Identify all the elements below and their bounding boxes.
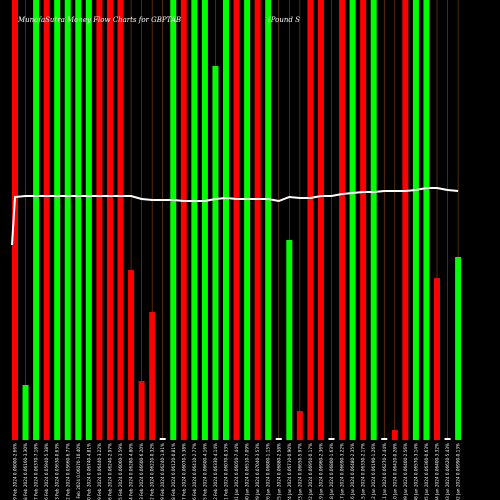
bar bbox=[75, 0, 82, 440]
x-tick-label: 12 Jan 2024 0.06190-1.26% bbox=[371, 443, 376, 500]
bar bbox=[96, 0, 103, 440]
bar bbox=[22, 385, 29, 440]
bar bbox=[434, 278, 440, 440]
x-tick-label: 22 Feb 2024 0.05660-6.77% bbox=[65, 443, 70, 500]
x-tick-label: 14 Feb 2024 0.06280-4.80% bbox=[129, 443, 134, 500]
bar bbox=[455, 257, 462, 440]
bar bbox=[391, 430, 398, 440]
x-tick-label: 21 Feb 2024 0.06070-10.40% bbox=[76, 443, 81, 500]
x-tick-label: 11 Jan 2024 0.06270-2.44% bbox=[382, 443, 387, 500]
x-tick-label: 31 Jan 2024 0.06050-7.44% bbox=[234, 443, 239, 500]
x-tick-label: 06 Feb 2024 0.06410-2.77% bbox=[192, 443, 197, 500]
x-tick-label: 28 Feb 2024 0.06160-3.30% bbox=[23, 443, 28, 500]
x-tick-label: 02 Feb 2024 0.06330-4.14% bbox=[213, 443, 218, 500]
bar bbox=[117, 0, 124, 440]
bar bbox=[254, 0, 261, 440]
x-tick-label: 09 Feb 2024 0.06240-1.91% bbox=[160, 443, 165, 500]
chart-title: MunafaSutra Money Flow Charts for GBPTAB bbox=[17, 16, 181, 24]
bar bbox=[201, 0, 208, 440]
bar bbox=[106, 0, 113, 440]
x-tick-label: 19 Feb 2024 0.06440-3.22% bbox=[97, 443, 102, 500]
x-tick-label: 29 Jan 2024 0.07040-3.53% bbox=[255, 443, 260, 500]
bar bbox=[128, 270, 135, 440]
x-tick-label: 26 Feb 2024 0.05940-5.38% bbox=[44, 443, 49, 500]
bar bbox=[54, 0, 61, 440]
x-tick-label: 23 Jan 2024 0.06650-5.97% bbox=[297, 443, 302, 500]
bar bbox=[223, 0, 229, 440]
x-tick-label: 12 Feb 2024 0.06220-0.32% bbox=[150, 443, 155, 500]
x-tick-label: 25 Jan 2024 0.06880-2.58% bbox=[276, 443, 281, 500]
x-tick-labels: 29 Feb 2024 0.06000-2.66% 28 Feb 2024 0.0… bbox=[13, 443, 461, 500]
bar bbox=[12, 0, 18, 440]
x-tick-label: 26 Jan 2024 0.06800-1.15% bbox=[266, 443, 271, 500]
x-tick-label: 08 Jan 2024 0.06570-3.14% bbox=[413, 443, 418, 500]
bar bbox=[180, 0, 187, 440]
x-tick-label: 10 Jan 2024 0.06420-0.28% bbox=[392, 443, 397, 500]
bar bbox=[191, 0, 198, 440]
x-tick-label: 16 Feb 2024 0.06240-2.97% bbox=[107, 443, 112, 500]
x-tick-label: 30 Jan 2024 0.06510-7.09% bbox=[245, 443, 250, 500]
x-tick-label: 03 Jan 2024 0.06620-5.43% bbox=[445, 443, 450, 500]
bar bbox=[85, 0, 92, 440]
x-tick-label: 19 Jan 2024 0.06960-2.36% bbox=[318, 443, 323, 500]
bar bbox=[381, 438, 388, 440]
x-tick-label: 24 Jan 2024 0.06710-0.90% bbox=[287, 443, 292, 500]
bar bbox=[339, 0, 346, 440]
bar bbox=[317, 0, 324, 440]
x-tick-label: 05 Feb 2024 0.06600-4.16% bbox=[202, 443, 207, 500]
bar bbox=[423, 0, 430, 440]
x-tick-label: 15 Feb 2024 0.06060-3.59% bbox=[118, 443, 123, 500]
bar bbox=[159, 438, 166, 440]
x-tick-label: 07 Feb 2024 0.06070-5.38% bbox=[181, 443, 186, 500]
chart-title-right: (Pound S bbox=[268, 16, 300, 24]
x-tick-label: 15 Jan 2024 0.06330-2.17% bbox=[361, 443, 366, 500]
x-tick-label: 16 Jan 2024 0.06480-2.35% bbox=[350, 443, 355, 500]
price-line bbox=[11, 187, 459, 246]
x-tick-label: 04 Jan 2024 0.06400-3.32% bbox=[435, 443, 440, 500]
bar bbox=[33, 0, 40, 440]
x-tick-label: 05 Jan 2024 0.06360-0.63% bbox=[424, 443, 429, 500]
x-tick-label: 18 Jan 2024 0.06800-1.63% bbox=[329, 443, 334, 500]
bar bbox=[212, 66, 219, 440]
bar bbox=[265, 0, 272, 440]
bar bbox=[402, 0, 409, 440]
x-tick-label: 02 Jan 2024 0.06990-0.13% bbox=[456, 443, 461, 500]
bar bbox=[370, 0, 377, 440]
x-tick-label: 27 Feb 2024 0.06370-7.18% bbox=[34, 443, 39, 500]
x-tick-label: 17 Jan 2024 0.06690-3.22% bbox=[340, 443, 345, 500]
bar bbox=[286, 240, 293, 440]
bar bbox=[64, 0, 71, 440]
bar bbox=[170, 0, 177, 440]
bar bbox=[360, 0, 367, 440]
bar bbox=[275, 438, 282, 440]
x-tick-label: 22 Jan 2024 0.06950-0.17% bbox=[308, 443, 313, 500]
bar bbox=[444, 438, 451, 440]
x-tick-label: 01 Feb 2024 0.06070-0.33% bbox=[224, 443, 229, 500]
x-tick-label: 29 Feb 2024 0.06000-2.66% bbox=[13, 443, 18, 500]
bar bbox=[149, 312, 156, 440]
bar bbox=[412, 0, 419, 440]
bar bbox=[328, 438, 335, 440]
bar bbox=[138, 381, 145, 440]
x-tick-label: 23 Feb 2024 0.05630-0.63% bbox=[55, 443, 60, 500]
bar bbox=[349, 0, 356, 440]
bar bbox=[296, 411, 303, 440]
bar bbox=[307, 0, 314, 440]
x-tick-label: 09 Jan 2024 0.06400-2.56% bbox=[403, 443, 408, 500]
x-tick-label: 20 Feb 2024 0.06740-4.81% bbox=[86, 443, 91, 500]
bar bbox=[43, 0, 50, 440]
bar bbox=[233, 0, 240, 440]
bars bbox=[12, 0, 462, 440]
x-tick-label: 08 Feb 2024 0.06120-0.81% bbox=[171, 443, 176, 500]
bar bbox=[244, 0, 251, 440]
x-tick-label: 13 Feb 2024 0.06600-6.20% bbox=[139, 443, 144, 500]
